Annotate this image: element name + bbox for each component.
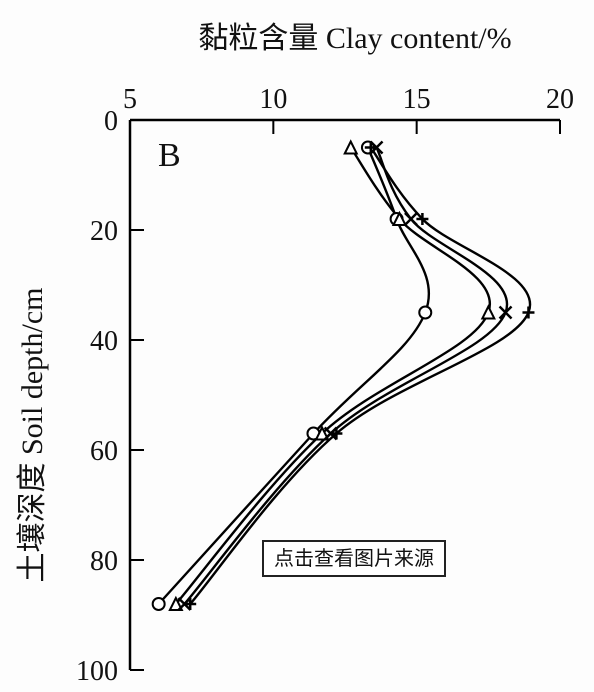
y-tick-label: 100 [76, 656, 118, 687]
series-line [190, 148, 530, 605]
chart-container: 5 10 15 20 0 20 40 60 80 100 黏粒含量 Clay content/% 土壤… [0, 0, 594, 692]
panel-label: B [158, 137, 181, 174]
y-tick-label: 60 [90, 436, 118, 467]
x-tick-label: 20 [546, 84, 574, 115]
y-tick-label: 20 [90, 216, 118, 247]
x-tick-label: 10 [259, 84, 287, 115]
series-line [184, 148, 507, 605]
marker-circle [419, 307, 431, 319]
y-tick-label: 40 [90, 326, 118, 357]
series-line [176, 148, 490, 605]
y-axis-title: 土壤深度 Soil depth/cm [16, 288, 49, 583]
view-image-source-button[interactable]: 点击查看图片来源 [262, 540, 446, 577]
marker-triangle [482, 307, 494, 319]
marker-triangle [345, 142, 357, 154]
y-tick-label: 0 [104, 106, 118, 137]
x-axis-title: 黏粒含量 Clay content/% [198, 22, 511, 55]
x-tick-label: 15 [403, 84, 431, 115]
series-line [159, 148, 429, 605]
marker-plus [522, 307, 534, 319]
marker-x [405, 213, 417, 225]
x-tick-label: 5 [123, 84, 137, 115]
y-tick-label: 80 [90, 546, 118, 577]
view-image-source-label: 点击查看图片来源 [274, 548, 434, 570]
marker-circle [153, 598, 165, 610]
chart-svg: 5 10 15 20 0 20 40 60 80 100 黏粒含量 Clay content/% 土壤… [0, 0, 594, 692]
